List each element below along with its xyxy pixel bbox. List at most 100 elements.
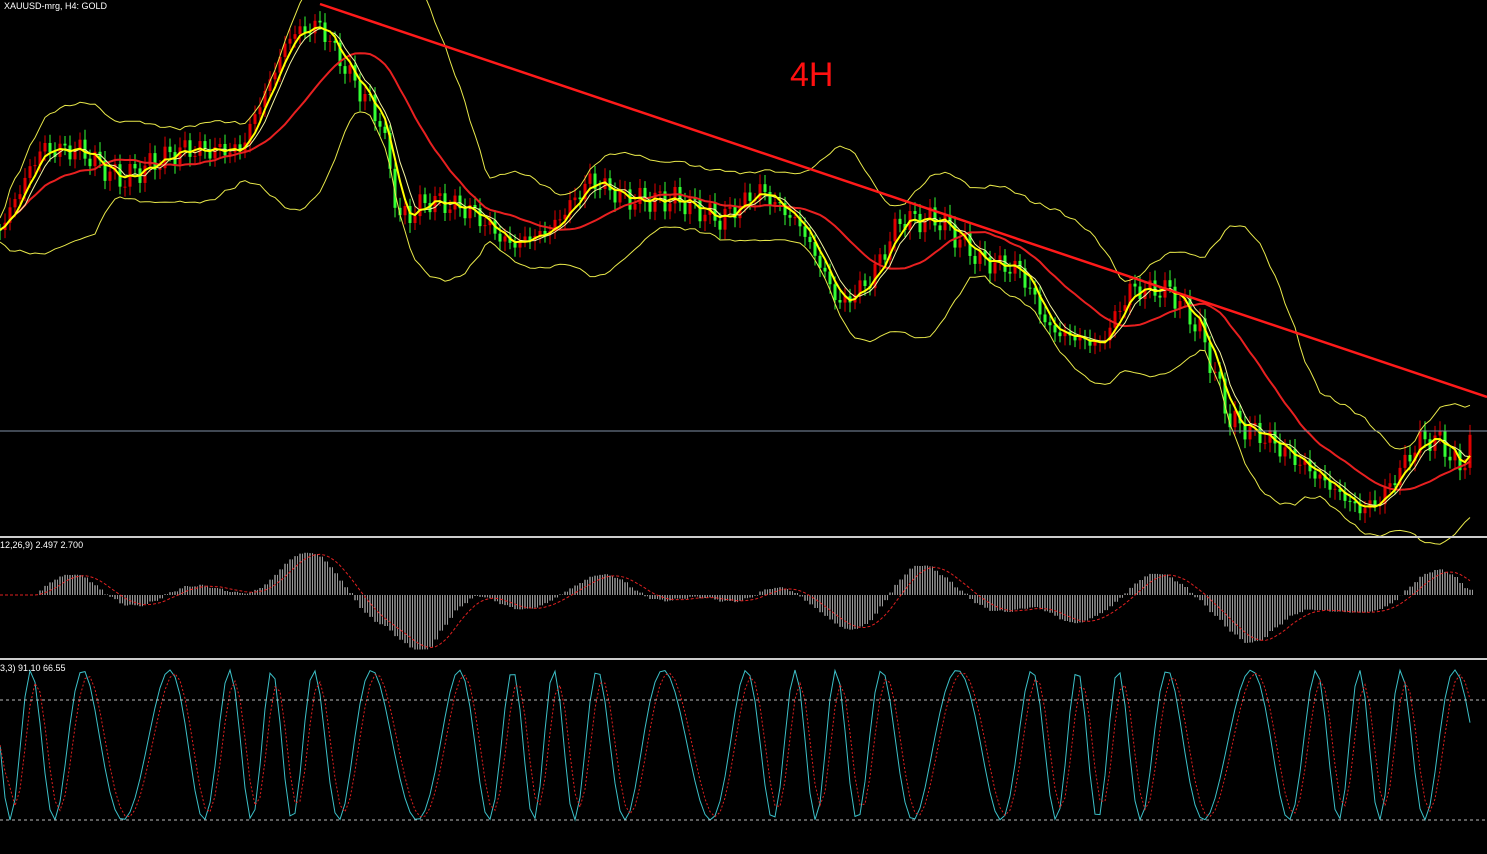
candle-body: [163, 146, 167, 169]
candle-body: [188, 140, 192, 157]
stochastic-signal: [0, 672, 1471, 818]
candle-body: [1283, 447, 1287, 457]
candle-body: [218, 143, 222, 148]
moving-average-fast: [0, 26, 1471, 508]
candle-body: [808, 236, 812, 243]
candle-body: [58, 143, 62, 157]
candle-body: [648, 201, 652, 212]
bollinger-lower: [0, 111, 1471, 545]
candle-body: [1433, 435, 1437, 451]
candle-body: [1468, 434, 1472, 468]
candle-body: [378, 121, 382, 127]
candle-body: [718, 220, 722, 230]
candle-body: [398, 207, 402, 216]
candle-body: [918, 213, 922, 233]
candle-body: [1313, 471, 1317, 479]
candle-body: [1043, 314, 1047, 323]
candle-body: [448, 209, 452, 213]
candle-body: [413, 216, 417, 224]
candle-body: [1093, 341, 1097, 346]
candle-body: [278, 56, 282, 73]
stochastic-panel: [0, 668, 1471, 822]
candle-body: [573, 197, 577, 201]
candle-body: [1333, 488, 1337, 490]
candle-body: [738, 205, 742, 219]
candle-body: [593, 173, 597, 189]
candle-body: [323, 22, 327, 42]
candle-body: [178, 147, 182, 165]
candle-body: [1218, 371, 1222, 379]
candle-body: [1088, 339, 1092, 346]
candle-body: [858, 280, 862, 295]
candle-body: [123, 186, 127, 188]
candle-body: [523, 236, 527, 241]
candle-body: [143, 165, 147, 183]
candle-body: [1298, 464, 1302, 466]
timeframe-annotation: 4H: [790, 56, 833, 94]
candle-body: [1273, 430, 1277, 444]
candle-body: [953, 224, 957, 248]
candle-body: [283, 43, 287, 57]
candle-body: [773, 202, 777, 205]
candle-body: [783, 203, 787, 216]
candle-body: [1453, 450, 1457, 461]
candle-body: [343, 66, 347, 74]
macd-signal: [0, 553, 1471, 649]
candle-body: [893, 218, 897, 242]
candle-body: [1178, 301, 1182, 309]
candle-body: [1028, 287, 1032, 289]
candle-body: [463, 208, 467, 219]
candle-body: [583, 183, 587, 200]
candle-body: [988, 257, 992, 274]
candle-body: [308, 32, 312, 34]
candle-body: [658, 191, 662, 193]
candle-body: [1428, 439, 1432, 451]
candle-body: [883, 254, 887, 260]
candle-body: [1463, 467, 1467, 471]
candle-body: [318, 20, 322, 23]
candle-body: [1373, 500, 1377, 505]
candle-body: [1408, 454, 1412, 462]
candle-body: [433, 195, 437, 213]
candle-body: [423, 194, 427, 204]
candle-body: [633, 203, 637, 210]
candle-body: [1363, 508, 1367, 514]
candle-body: [1003, 255, 1007, 272]
candle-body: [943, 214, 947, 231]
candle-body: [888, 241, 892, 260]
candle-body: [1393, 483, 1397, 486]
candle-body: [1263, 442, 1267, 444]
candle-body: [228, 152, 232, 156]
candle-body: [478, 208, 482, 227]
candle-body: [913, 211, 917, 214]
candle-body: [338, 42, 342, 67]
candle-body: [1008, 271, 1012, 274]
candle-body: [1153, 280, 1157, 296]
candle-body: [923, 220, 927, 233]
candle-body: [948, 214, 952, 225]
candle-body: [108, 171, 112, 181]
candle-body: [938, 225, 942, 231]
candle-body: [1278, 443, 1282, 457]
candle-body: [1358, 503, 1362, 514]
candle-body: [88, 158, 92, 167]
candle-body: [628, 189, 632, 210]
candle-body: [498, 233, 502, 242]
candle-body: [1448, 456, 1452, 461]
candle-body: [28, 166, 32, 178]
candle-body: [723, 208, 727, 230]
candle-body: [1198, 318, 1202, 332]
candle-body: [1143, 289, 1147, 300]
candle-body: [748, 192, 752, 201]
candle-body: [48, 142, 52, 153]
candle-body: [1188, 298, 1192, 325]
candle-body: [973, 255, 977, 264]
candle-body: [1118, 310, 1122, 312]
candle-body: [1173, 286, 1177, 309]
candle-body: [53, 152, 57, 157]
candle-body: [458, 195, 462, 209]
macd-panel: [0, 552, 1473, 650]
candle-body: [518, 240, 522, 248]
